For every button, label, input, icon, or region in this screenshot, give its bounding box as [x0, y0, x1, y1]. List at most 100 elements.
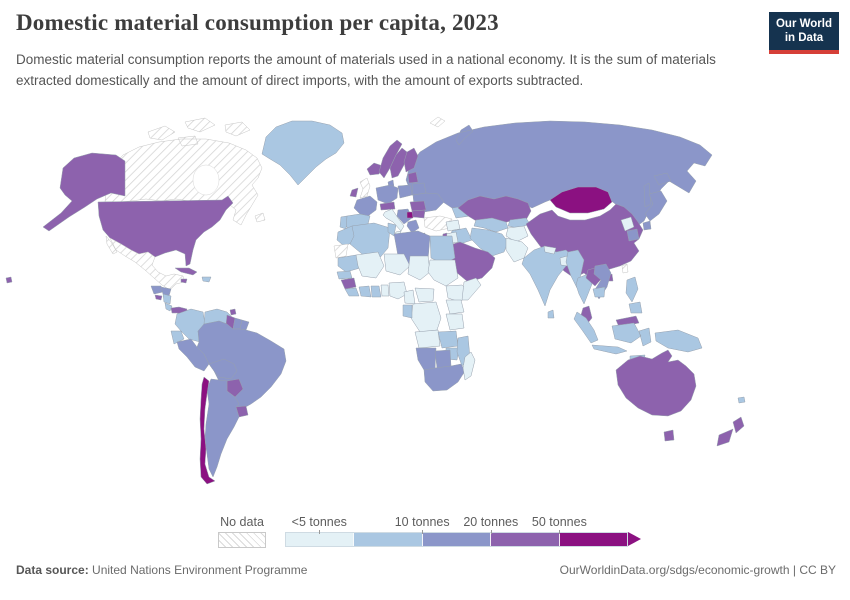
country-el-salvador[interactable]: [154, 294, 163, 301]
country-argentina[interactable]: [204, 378, 240, 478]
country-democratic-republic-of-congo[interactable]: [410, 301, 442, 333]
country-new-zealand[interactable]: [716, 416, 745, 447]
country-united-states[interactable]: [5, 152, 234, 284]
country-mauritania[interactable]: [337, 254, 361, 273]
country-australia[interactable]: [615, 349, 697, 442]
country-syria[interactable]: [445, 219, 461, 232]
country-guinea[interactable]: [340, 277, 357, 290]
country-papua-new-guinea[interactable]: [654, 329, 703, 353]
country-poland[interactable]: [397, 184, 413, 199]
footer-link[interactable]: OurWorldinData.org/sdgs/economic-growth …: [559, 563, 836, 577]
country-taiwan[interactable]: [621, 263, 629, 274]
country-serbia[interactable]: [406, 211, 414, 219]
country-bulgaria[interactable]: [411, 209, 426, 219]
country-india[interactable]: [521, 245, 573, 307]
legend-tick-mark: [422, 530, 424, 534]
no-data-swatch[interactable]: [218, 532, 266, 548]
country-south-africa[interactable]: [423, 363, 466, 392]
country-chad[interactable]: [407, 255, 431, 281]
country-western-sahara[interactable]: [333, 243, 349, 259]
owid-logo[interactable]: Our World in Data: [769, 12, 839, 54]
country-somalia[interactable]: [461, 277, 482, 301]
country-romania[interactable]: [409, 200, 427, 212]
country-afghanistan[interactable]: [505, 225, 529, 243]
country-central-asia[interactable]: [473, 217, 509, 233]
country-iran[interactable]: [469, 227, 509, 257]
country-jamaica[interactable]: [180, 278, 188, 284]
legend-tick-label: 50 tonnes: [531, 515, 587, 529]
country-sudan[interactable]: [427, 259, 459, 287]
country-malaysia[interactable]: [580, 305, 640, 328]
legend-colorbar-bar: [285, 532, 628, 547]
country-gabon[interactable]: [402, 304, 413, 319]
country-cameroon[interactable]: [403, 289, 416, 305]
country-greenland[interactable]: [261, 120, 345, 186]
country-mongolia[interactable]: [549, 186, 613, 214]
country-ecuador[interactable]: [170, 330, 185, 345]
country-dominican-republic[interactable]: [201, 276, 212, 283]
country-mali[interactable]: [355, 251, 385, 279]
country-cambodia[interactable]: [592, 286, 606, 298]
country-north-korea[interactable]: [620, 216, 635, 232]
country-cuba[interactable]: [174, 267, 198, 276]
country-united-kingdom[interactable]: [359, 177, 371, 199]
country-senegal[interactable]: [336, 270, 353, 280]
owid-logo-line1: Our World: [775, 18, 832, 30]
country-sierra-leone-liberia[interactable]: [344, 287, 360, 297]
legend-bin-50[interactable]: [558, 533, 628, 546]
legend-bin-5[interactable]: [286, 533, 354, 546]
legend-no-data: No data: [218, 515, 266, 548]
country-central-europe[interactable]: [375, 184, 399, 205]
country-namibia[interactable]: [415, 347, 437, 371]
country-sri-lanka[interactable]: [547, 309, 555, 319]
country-japan[interactable]: [642, 172, 672, 231]
country-botswana[interactable]: [434, 349, 452, 369]
world-map: [5, 116, 746, 485]
map-legend: No data <5 tonnes 10 tonnes 20 tonnes 50 to…: [0, 515, 850, 557]
country-nigeria[interactable]: [388, 281, 408, 300]
country-togo-benin[interactable]: [380, 284, 390, 297]
country-philippines[interactable]: [625, 276, 643, 314]
country-zambia[interactable]: [437, 330, 459, 349]
country-new-caledonia[interactable]: [737, 396, 746, 404]
country-cote-d-ivoire[interactable]: [358, 285, 372, 298]
country-baltic-states[interactable]: [407, 171, 419, 184]
country-ghana[interactable]: [370, 285, 382, 298]
country-indonesia[interactable]: [573, 311, 652, 361]
legend-bin-10-20[interactable]: [421, 533, 491, 546]
legend-tick-mark: [319, 530, 321, 534]
country-nepal[interactable]: [543, 245, 557, 255]
country-kenya-uganda[interactable]: [445, 299, 465, 315]
country-south-korea[interactable]: [626, 228, 640, 242]
country-france[interactable]: [353, 195, 378, 217]
country-bolivia[interactable]: [208, 358, 238, 380]
country-niger[interactable]: [383, 253, 411, 276]
country-madagascar[interactable]: [462, 351, 476, 381]
country-costa-rica[interactable]: [164, 302, 173, 312]
country-chile[interactable]: [199, 376, 216, 485]
owid-logo-line2: in Data: [784, 32, 824, 45]
country-central-african-republic[interactable]: [414, 287, 435, 303]
country-angola[interactable]: [414, 329, 441, 349]
country-greece[interactable]: [406, 219, 420, 234]
country-tunisia[interactable]: [387, 222, 397, 237]
country-peru[interactable]: [176, 338, 210, 372]
country-svalbard[interactable]: [429, 116, 446, 128]
country-finland[interactable]: [403, 147, 419, 173]
legend-bin-20-50[interactable]: [490, 533, 559, 546]
country-mexico[interactable]: [105, 235, 185, 291]
country-norway[interactable]: [378, 139, 403, 179]
no-data-label: No data: [220, 515, 264, 529]
country-austria-switzerland[interactable]: [379, 201, 396, 211]
country-ireland[interactable]: [349, 187, 359, 198]
legend-tick-row: <5 tonnes 10 tonnes 20 tonnes 50 tonnes: [285, 515, 628, 534]
legend-bin-5-10[interactable]: [353, 533, 422, 546]
footer-source: Data source: United Nations Environment …: [16, 563, 307, 577]
chart-subtitle: Domestic material consumption reports th…: [16, 52, 716, 88]
legend-arrow-icon: [628, 532, 641, 546]
country-portugal[interactable]: [339, 215, 348, 230]
country-trinidad-and-tobago[interactable]: [229, 308, 237, 316]
country-brazil[interactable]: [196, 320, 287, 418]
country-nicaragua[interactable]: [162, 293, 172, 305]
country-tanzania[interactable]: [445, 313, 465, 331]
